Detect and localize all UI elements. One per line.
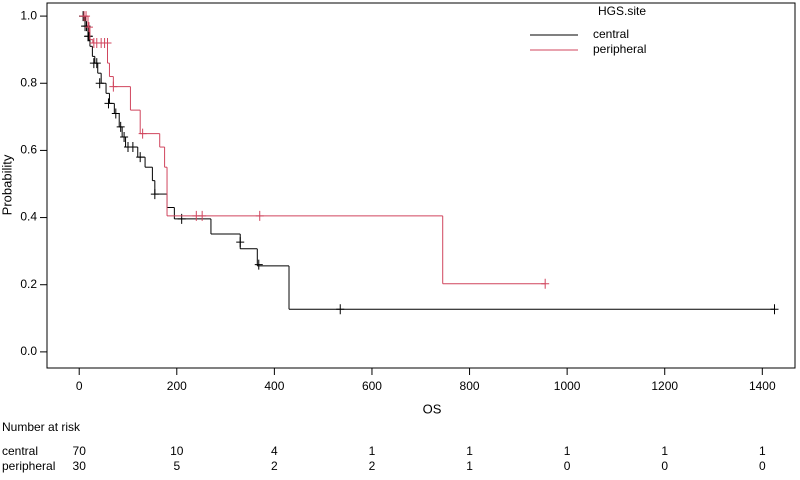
censor-mark [84, 31, 93, 42]
censor-mark [109, 81, 118, 92]
risk-count: 0 [759, 459, 766, 473]
x-axis-label: OS [423, 401, 442, 416]
risk-count: 2 [369, 459, 376, 473]
censor-mark [84, 22, 93, 33]
risk-count: 4 [271, 444, 278, 458]
risk-count: 5 [173, 459, 180, 473]
x-tick-label: 0 [76, 379, 83, 393]
x-tick-label: 400 [264, 379, 284, 393]
risk-count: 1 [661, 444, 668, 458]
y-tick-label: 0.0 [20, 344, 37, 358]
censor-mark [82, 11, 91, 22]
y-axis-label: Probability [0, 154, 14, 215]
y-tick-label: 0.8 [20, 75, 37, 89]
y-tick-label: 0.4 [20, 210, 37, 224]
censor-mark [95, 78, 104, 89]
censor-mark [198, 210, 207, 221]
censor-mark [770, 304, 779, 315]
censor-mark [541, 278, 550, 289]
x-tick-label: 800 [460, 379, 480, 393]
legend-title: HGS.site [598, 4, 646, 18]
risk-count: 70 [73, 444, 87, 458]
x-tick-label: 1400 [749, 379, 776, 393]
plot-frame [46, 2, 796, 369]
censor-mark [92, 58, 101, 69]
censor-mark [255, 210, 264, 221]
legend-label: central [593, 27, 629, 41]
risk-count: 2 [271, 459, 278, 473]
censor-mark [150, 189, 159, 200]
y-tick-label: 0.6 [20, 143, 37, 157]
censor-mark [111, 108, 120, 119]
risk-count: 1 [466, 444, 473, 458]
censor-mark [116, 121, 125, 132]
risk-count: 0 [661, 459, 668, 473]
censor-mark [136, 152, 145, 163]
x-tick-label: 1000 [554, 379, 581, 393]
risk-count: 0 [564, 459, 571, 473]
risk-count: 1 [759, 444, 766, 458]
x-tick-label: 1200 [651, 379, 678, 393]
censor-mark [104, 98, 113, 109]
y-tick-label: 1.0 [20, 8, 37, 22]
risk-row-name: peripheral [2, 459, 55, 473]
risk-count: 30 [73, 459, 87, 473]
risk-table-title: Number at risk [2, 420, 81, 434]
censor-mark [138, 128, 147, 139]
risk-count: 1 [466, 459, 473, 473]
censor-mark [236, 237, 245, 248]
risk-count: 10 [170, 444, 184, 458]
censor-mark [336, 304, 345, 315]
censor-mark [254, 259, 263, 270]
risk-count: 1 [369, 444, 376, 458]
censor-mark [103, 37, 112, 48]
x-tick-label: 200 [167, 379, 187, 393]
legend-label: peripheral [593, 42, 646, 56]
censor-mark [120, 131, 129, 142]
risk-count: 1 [564, 444, 571, 458]
censor-mark [128, 142, 137, 153]
x-tick-label: 600 [362, 379, 382, 393]
y-tick-label: 0.2 [20, 277, 37, 291]
risk-row-name: central [2, 444, 38, 458]
